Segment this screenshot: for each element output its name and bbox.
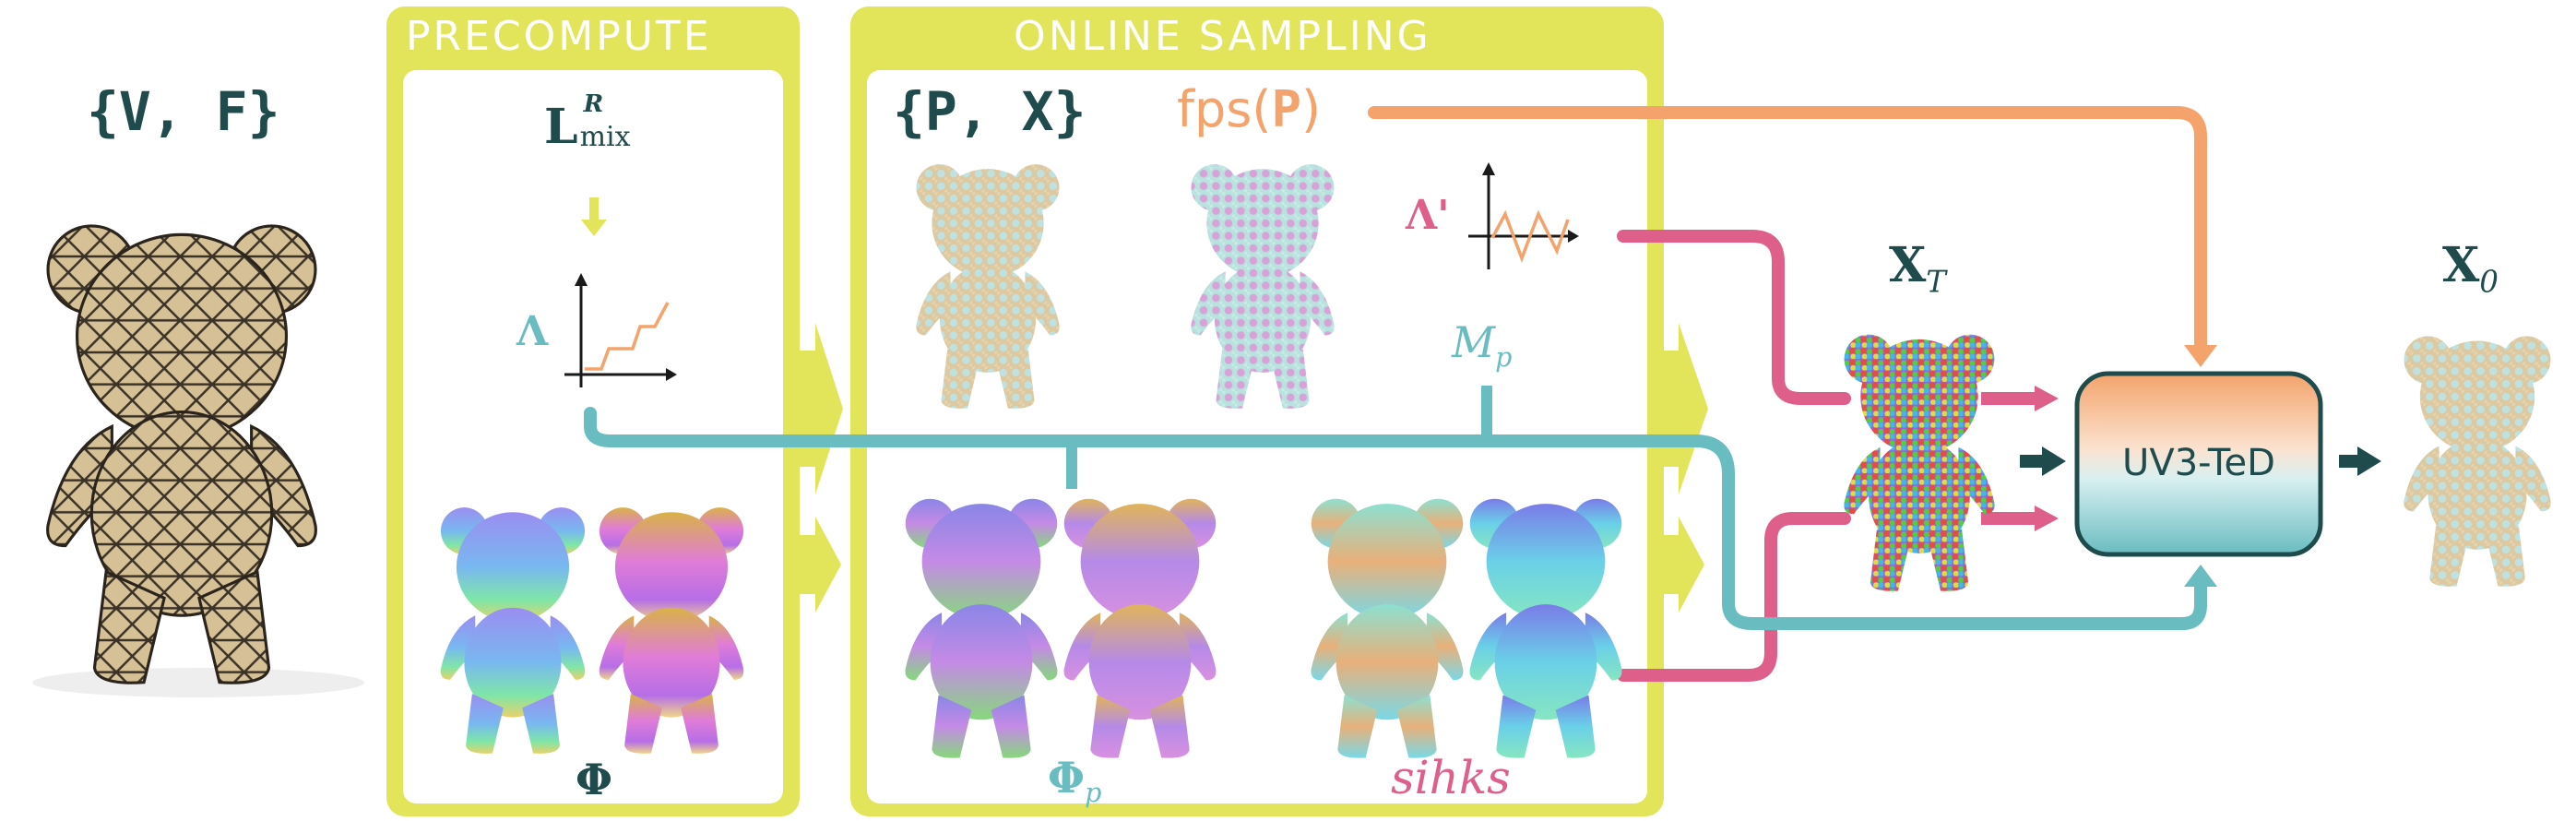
fps-label: fps(P) — [1177, 85, 1321, 135]
phi-p-subscript: p — [1085, 778, 1102, 809]
phi-p-label: Φp — [1048, 756, 1101, 807]
lambda-label: Λ — [516, 308, 549, 355]
xt-label: XT — [1889, 242, 1946, 297]
output-bear — [2404, 336, 2551, 587]
input-mesh-bear — [32, 223, 364, 697]
x0-subscript: 0 — [2479, 264, 2499, 300]
lambda-prime-line — [1617, 230, 1851, 405]
mp-symbol: M — [1452, 317, 1496, 367]
laplacian-symbol: L — [544, 99, 578, 155]
phi-label: Φ — [576, 755, 613, 804]
mp-subscript: p — [1495, 342, 1513, 374]
px-label: {P, X} — [893, 80, 1086, 143]
laplacian-superscript: R — [583, 90, 604, 118]
phi-p-symbol: Φ — [1048, 753, 1086, 803]
precompute-header: PRECOMPUTE — [406, 13, 712, 60]
sihks-label: sihks — [1391, 751, 1511, 804]
fps-arrow-line — [1368, 106, 2207, 355]
xt-symbol: X — [1889, 237, 1927, 293]
x0-label: X0 — [2442, 242, 2499, 297]
eigen-line — [584, 407, 2207, 630]
fps-function: fps( — [1177, 80, 1272, 138]
yellow-down-arrow — [581, 197, 607, 236]
online-sampling-header: ONLINE SAMPLING — [1014, 13, 1431, 60]
mp-label: Mp — [1452, 321, 1512, 372]
noisy-bear — [1844, 334, 1995, 591]
fps-arrowhead — [2184, 345, 2217, 367]
uv3ted-label: UV3-TeD — [2122, 442, 2275, 484]
uv3ted-block — [2074, 371, 2323, 557]
laplacian-subscript: mix — [579, 121, 631, 153]
transition-arrows — [795, 323, 1708, 613]
sihks-line — [1617, 512, 1851, 682]
perturbed-eigenvalue-plot — [1468, 162, 1579, 269]
eigen-arrowhead — [2184, 565, 2217, 587]
x0-symbol: X — [2442, 237, 2480, 293]
xt-subscript: T — [1926, 264, 1946, 300]
fps-close: ) — [1301, 80, 1322, 138]
mesh-label: {V, F} — [87, 80, 280, 143]
lambda-prime-label: Λ' — [1406, 192, 1450, 239]
fps-argument: P — [1271, 80, 1302, 138]
eigenvalue-plot — [564, 273, 677, 387]
